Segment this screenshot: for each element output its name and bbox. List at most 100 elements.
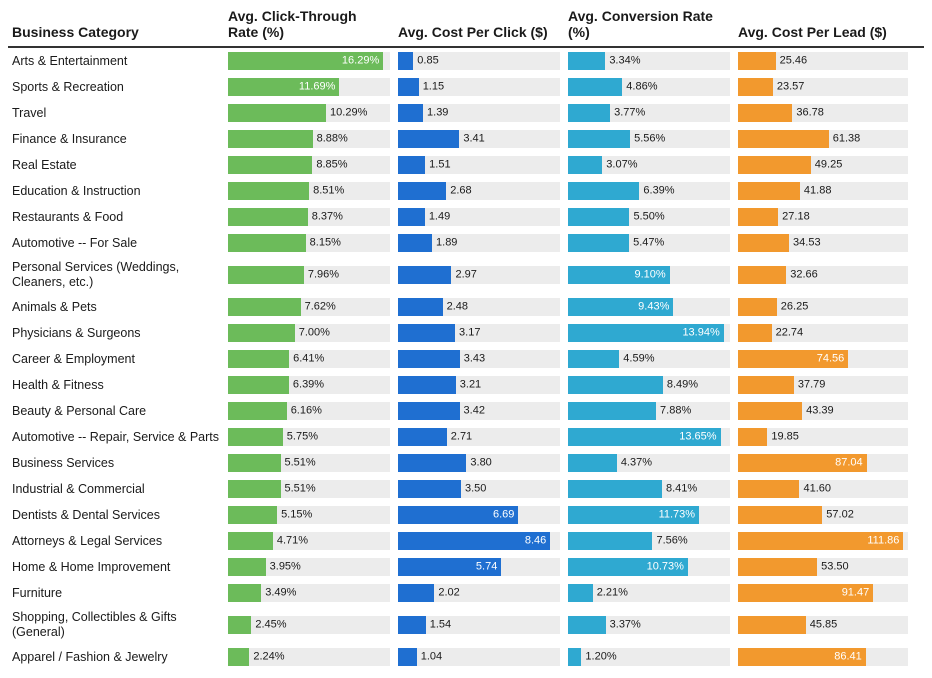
conv-cell: 4.59% bbox=[568, 350, 738, 368]
table-row: Business Services5.51%3.804.37%87.04 bbox=[8, 450, 924, 476]
bar-value-label: 61.38 bbox=[829, 134, 861, 145]
conv-cell: 7.56% bbox=[568, 532, 738, 550]
cpc-cell: 1.54 bbox=[398, 616, 568, 634]
bar-value-label: 13.94% bbox=[682, 328, 723, 339]
bar-fill bbox=[398, 648, 417, 666]
bar-fill bbox=[228, 266, 304, 284]
bar-value-label: 6.16% bbox=[287, 406, 322, 417]
bar-value-label: 49.25 bbox=[811, 160, 843, 171]
bar-value-label: 43.39 bbox=[802, 406, 834, 417]
table-row: Personal Services (Weddings, Cleaners, e… bbox=[8, 256, 924, 294]
bar-value-label: 5.51% bbox=[281, 484, 316, 495]
category-label: Automotive -- Repair, Service & Parts bbox=[8, 430, 228, 445]
ctr-cell: 8.88% bbox=[228, 130, 398, 148]
bar-value-label: 5.75% bbox=[283, 432, 318, 443]
bar-fill bbox=[228, 208, 308, 226]
bar-fill bbox=[738, 156, 811, 174]
cpc-cell: 2.71 bbox=[398, 428, 568, 446]
bar-fill bbox=[398, 266, 451, 284]
bar-value-label: 5.47% bbox=[629, 238, 664, 249]
bar-fill bbox=[568, 350, 619, 368]
bar-value-label: 25.46 bbox=[776, 56, 808, 67]
cpl-cell: 57.02 bbox=[738, 506, 908, 524]
table-row: Furniture3.49%2.022.21%91.47 bbox=[8, 580, 924, 606]
cpc-cell: 1.39 bbox=[398, 104, 568, 122]
bar-fill bbox=[568, 130, 630, 148]
bar-fill bbox=[228, 532, 273, 550]
bar-fill bbox=[738, 376, 794, 394]
conv-cell: 11.73% bbox=[568, 506, 738, 524]
bar-value-label: 2.68 bbox=[446, 186, 471, 197]
bar-value-label: 1.54 bbox=[426, 620, 451, 631]
ctr-cell: 6.41% bbox=[228, 350, 398, 368]
bar-value-label: 10.29% bbox=[326, 108, 367, 119]
cpl-cell: 86.41 bbox=[738, 648, 908, 666]
bar-fill bbox=[228, 506, 277, 524]
bar-value-label: 2.71 bbox=[447, 432, 472, 443]
bar-track: 8.51% bbox=[228, 182, 390, 200]
bar-value-label: 5.74 bbox=[476, 562, 501, 573]
category-label: Travel bbox=[8, 106, 228, 121]
bar-value-label: 3.37% bbox=[606, 620, 641, 631]
bar-value-label: 1.49 bbox=[425, 212, 450, 223]
bar-track: 25.46 bbox=[738, 52, 908, 70]
bar-value-label: 2.21% bbox=[593, 588, 628, 599]
cpl-cell: 23.57 bbox=[738, 78, 908, 96]
bar-track: 4.71% bbox=[228, 532, 390, 550]
ctr-cell: 2.24% bbox=[228, 648, 398, 666]
bar-track: 3.41 bbox=[398, 130, 560, 148]
conv-cell: 3.37% bbox=[568, 616, 738, 634]
bar-fill bbox=[398, 428, 447, 446]
bar-value-label: 111.86 bbox=[867, 536, 903, 547]
bar-fill bbox=[738, 104, 792, 122]
conv-cell: 13.94% bbox=[568, 324, 738, 342]
category-label: Animals & Pets bbox=[8, 300, 228, 315]
header-cpl: Avg. Cost Per Lead ($) bbox=[738, 24, 908, 40]
table-row: Physicians & Surgeons7.00%3.1713.94%22.7… bbox=[8, 320, 924, 346]
header-conv: Avg. Conversion Rate (%) bbox=[568, 8, 738, 40]
bar-track: 3.43 bbox=[398, 350, 560, 368]
bar-fill bbox=[228, 234, 306, 252]
table-row: Restaurants & Food8.37%1.495.50%27.18 bbox=[8, 204, 924, 230]
bar-value-label: 6.69 bbox=[493, 510, 518, 521]
bar-track: 1.54 bbox=[398, 616, 560, 634]
cpl-cell: 43.39 bbox=[738, 402, 908, 420]
category-label: Education & Instruction bbox=[8, 184, 228, 199]
bar-value-label: 9.10% bbox=[634, 270, 669, 281]
cpc-cell: 6.69 bbox=[398, 506, 568, 524]
bar-track: 3.34% bbox=[568, 52, 730, 70]
category-label: Furniture bbox=[8, 586, 228, 601]
bar-fill bbox=[228, 324, 295, 342]
bar-value-label: 41.60 bbox=[799, 484, 831, 495]
bar-track: 6.16% bbox=[228, 402, 390, 420]
cpl-cell: 26.25 bbox=[738, 298, 908, 316]
cpl-cell: 41.60 bbox=[738, 480, 908, 498]
bar-fill bbox=[568, 234, 629, 252]
conv-cell: 9.43% bbox=[568, 298, 738, 316]
conv-cell: 5.50% bbox=[568, 208, 738, 226]
bar-value-label: 45.85 bbox=[806, 620, 838, 631]
bar-track: 26.25 bbox=[738, 298, 908, 316]
cpl-cell: 36.78 bbox=[738, 104, 908, 122]
cpl-cell: 49.25 bbox=[738, 156, 908, 174]
bar-fill bbox=[738, 506, 822, 524]
bar-fill bbox=[228, 376, 289, 394]
bar-track: 4.37% bbox=[568, 454, 730, 472]
conv-cell: 1.20% bbox=[568, 648, 738, 666]
bar-fill bbox=[228, 350, 289, 368]
bar-track: 6.39% bbox=[568, 182, 730, 200]
ctr-cell: 6.39% bbox=[228, 376, 398, 394]
bar-value-label: 8.51% bbox=[309, 186, 344, 197]
table-row: Career & Employment6.41%3.434.59%74.56 bbox=[8, 346, 924, 372]
bar-track: 13.65% bbox=[568, 428, 730, 446]
bar-track: 57.02 bbox=[738, 506, 908, 524]
table-row: Real Estate8.85%1.513.07%49.25 bbox=[8, 152, 924, 178]
bar-track: 8.85% bbox=[228, 156, 390, 174]
cpl-cell: 74.56 bbox=[738, 350, 908, 368]
bar-value-label: 11.69% bbox=[299, 82, 340, 93]
cpc-cell: 1.89 bbox=[398, 234, 568, 252]
conv-cell: 4.37% bbox=[568, 454, 738, 472]
bar-value-label: 7.88% bbox=[656, 406, 691, 417]
bar-fill bbox=[568, 480, 662, 498]
cpc-cell: 2.48 bbox=[398, 298, 568, 316]
